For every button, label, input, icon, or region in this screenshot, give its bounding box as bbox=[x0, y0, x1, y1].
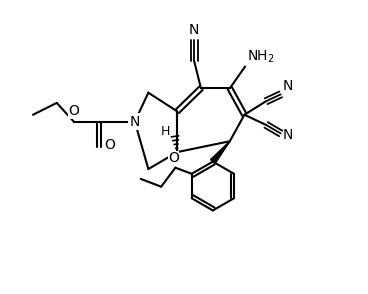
Text: N: N bbox=[189, 24, 199, 37]
Text: N: N bbox=[283, 79, 293, 93]
Text: O: O bbox=[68, 104, 79, 118]
Text: O: O bbox=[104, 138, 115, 152]
Text: N: N bbox=[283, 128, 293, 142]
Polygon shape bbox=[210, 141, 230, 163]
Text: N: N bbox=[130, 115, 140, 128]
Text: O: O bbox=[168, 151, 179, 165]
Text: NH$_2$: NH$_2$ bbox=[247, 49, 275, 65]
Text: H: H bbox=[160, 125, 170, 138]
